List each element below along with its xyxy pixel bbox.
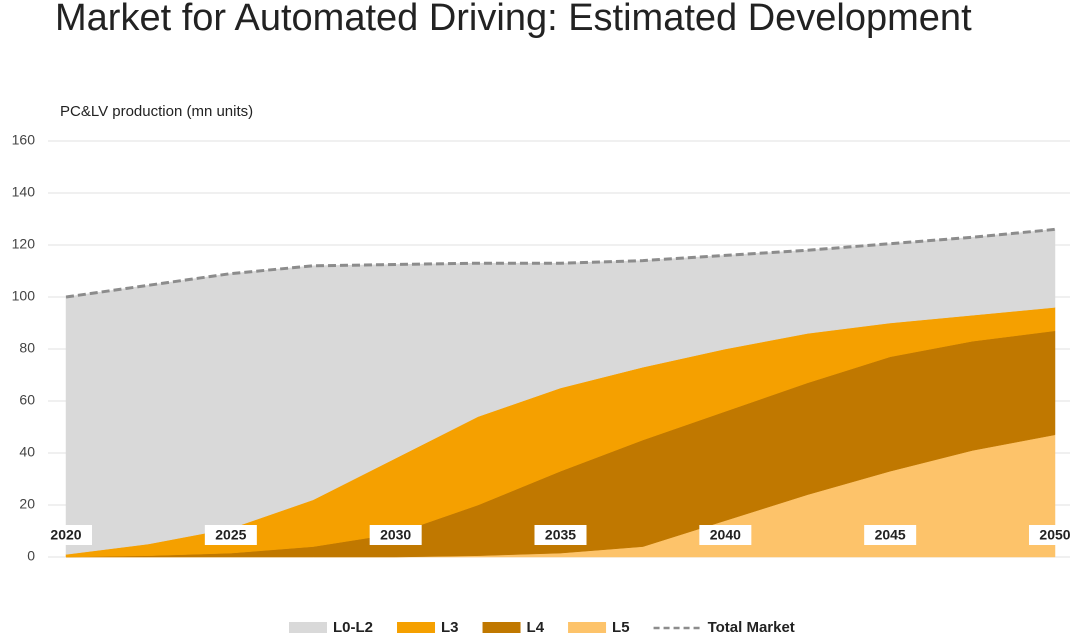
x-tick-label: 2025 [215, 527, 246, 543]
y-tick-label: 120 [12, 236, 36, 252]
legend-swatch [568, 622, 607, 633]
x-tick-box [534, 525, 587, 545]
x-tick: 2030 [369, 525, 422, 545]
x-tick: 2040 [699, 525, 752, 545]
y-tick-label: 140 [12, 184, 36, 200]
x-tick-label: 2030 [380, 527, 411, 543]
x-tick: 2020 [40, 525, 92, 545]
x-tick-box [699, 525, 752, 545]
x-tick: 2050 [1029, 525, 1080, 545]
x-tick-label: 2045 [875, 527, 906, 543]
legend-label: Total Market [708, 619, 795, 636]
x-tick-box [204, 525, 257, 545]
legend-label: L4 [527, 619, 545, 636]
x-tick-label: 2035 [545, 527, 576, 543]
x-tick-box [864, 525, 917, 545]
y-tick-label: 40 [19, 444, 35, 460]
legend-swatch [482, 622, 521, 633]
x-tick: 2025 [204, 525, 257, 545]
y-tick-label: 0 [27, 548, 35, 564]
legend-label: L3 [441, 619, 459, 636]
legend-swatch [289, 622, 327, 633]
x-tick-label: 2050 [1039, 527, 1070, 543]
legend-label: L0-L2 [333, 619, 373, 636]
y-tick-label: 100 [12, 288, 36, 304]
y-tick-label: 80 [19, 340, 35, 356]
chart-title: Market for Automated Driving: Estimated … [55, 0, 972, 39]
x-tick: 2045 [864, 525, 917, 545]
x-tick-box [369, 525, 422, 545]
legend-swatch [397, 622, 436, 633]
total-line [65, 227, 1056, 299]
y-tick-label: 20 [19, 496, 35, 512]
y-tick-label: 60 [19, 392, 35, 408]
area [65, 229, 1056, 555]
x-tick-box [40, 525, 92, 545]
x-tick-label: 2040 [710, 527, 741, 543]
y-tick-label: 160 [12, 132, 36, 148]
x-tick: 2035 [534, 525, 587, 545]
legend-label: L5 [612, 619, 630, 636]
x-tick-label: 2020 [50, 527, 81, 543]
y-axis-label: PC&LV production (mn units) [60, 103, 253, 120]
x-tick-box [1029, 525, 1080, 545]
